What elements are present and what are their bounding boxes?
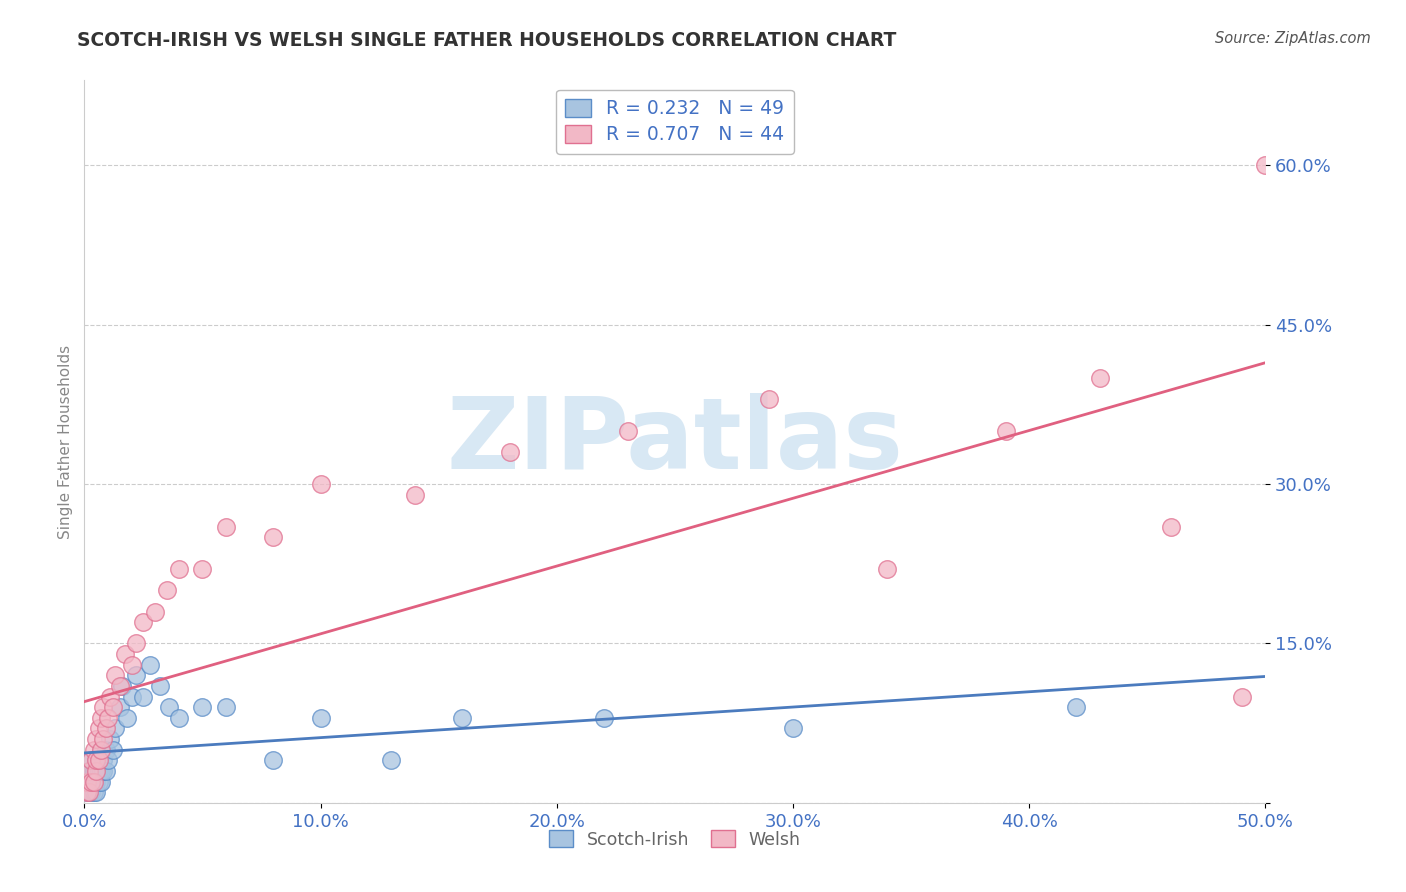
Point [90,764,112,778]
Point [1254,158,1277,172]
Point [115,711,138,725]
Point [101,742,124,756]
Point [91,700,114,714]
Point [83,785,105,799]
Point [76,785,98,799]
Point [80,785,103,799]
Point [80,753,103,767]
Point [132,690,155,704]
Point [84,764,107,778]
Point [87,753,110,767]
Point [108,700,131,714]
Point [90,742,112,756]
Point [404,488,426,502]
Point [80,753,103,767]
Point [309,711,332,725]
Point [593,711,616,725]
Point [782,722,804,736]
Point [83,774,105,789]
Point [91,764,114,778]
Point [121,657,143,672]
Point [139,657,162,672]
Point [108,679,131,693]
Point [121,690,143,704]
Point [758,392,780,406]
Point [876,562,898,576]
Point [80,774,103,789]
Point [97,753,120,767]
Point [90,774,112,789]
Point [98,732,121,747]
Text: ZIPatlas: ZIPatlas [447,393,903,490]
Point [77,785,100,799]
Point [76,774,98,789]
Point [84,753,107,767]
Point [994,424,1017,438]
Point [451,711,474,725]
Point [1230,690,1253,704]
Point [498,445,520,459]
Point [84,732,107,747]
Point [262,753,284,767]
Point [84,764,107,778]
Point [125,636,148,650]
Point [132,615,155,630]
Point [80,764,103,778]
Point [77,764,100,778]
Point [94,764,117,778]
Point [87,753,110,767]
Point [616,424,638,438]
Point [215,700,238,714]
Text: SCOTCH-IRISH VS WELSH SINGLE FATHER HOUSEHOLDS CORRELATION CHART: SCOTCH-IRISH VS WELSH SINGLE FATHER HOUS… [77,31,897,50]
Point [87,774,110,789]
Point [167,562,190,576]
Point [104,668,127,682]
Legend: Scotch-Irish, Welsh: Scotch-Irish, Welsh [543,823,807,855]
Text: Source: ZipAtlas.com: Source: ZipAtlas.com [1215,31,1371,46]
Point [77,785,100,799]
Point [309,477,332,491]
Point [97,711,120,725]
Point [1088,371,1111,385]
Point [143,605,166,619]
Point [90,711,112,725]
Point [1160,519,1182,533]
Point [94,742,117,756]
Point [215,519,238,533]
Point [77,764,100,778]
Point [83,742,105,756]
Point [83,774,105,789]
Point [149,679,172,693]
Point [262,530,284,544]
Point [104,722,127,736]
Y-axis label: Single Father Households: Single Father Households [58,344,73,539]
Point [156,583,179,598]
Point [76,785,98,799]
Point [125,668,148,682]
Point [87,722,110,736]
Point [157,700,180,714]
Point [84,785,107,799]
Point [191,562,214,576]
Point [1066,700,1088,714]
Point [90,742,112,756]
Point [83,764,105,778]
Point [191,700,214,714]
Point [76,774,98,789]
Point [87,764,110,778]
Point [94,722,117,736]
Point [84,774,107,789]
Point [167,711,190,725]
Point [111,679,134,693]
Point [91,732,114,747]
Point [101,700,124,714]
Point [114,647,136,661]
Point [84,753,107,767]
Point [380,753,402,767]
Point [91,753,114,767]
Point [98,690,121,704]
Point [77,774,100,789]
Point [80,774,103,789]
